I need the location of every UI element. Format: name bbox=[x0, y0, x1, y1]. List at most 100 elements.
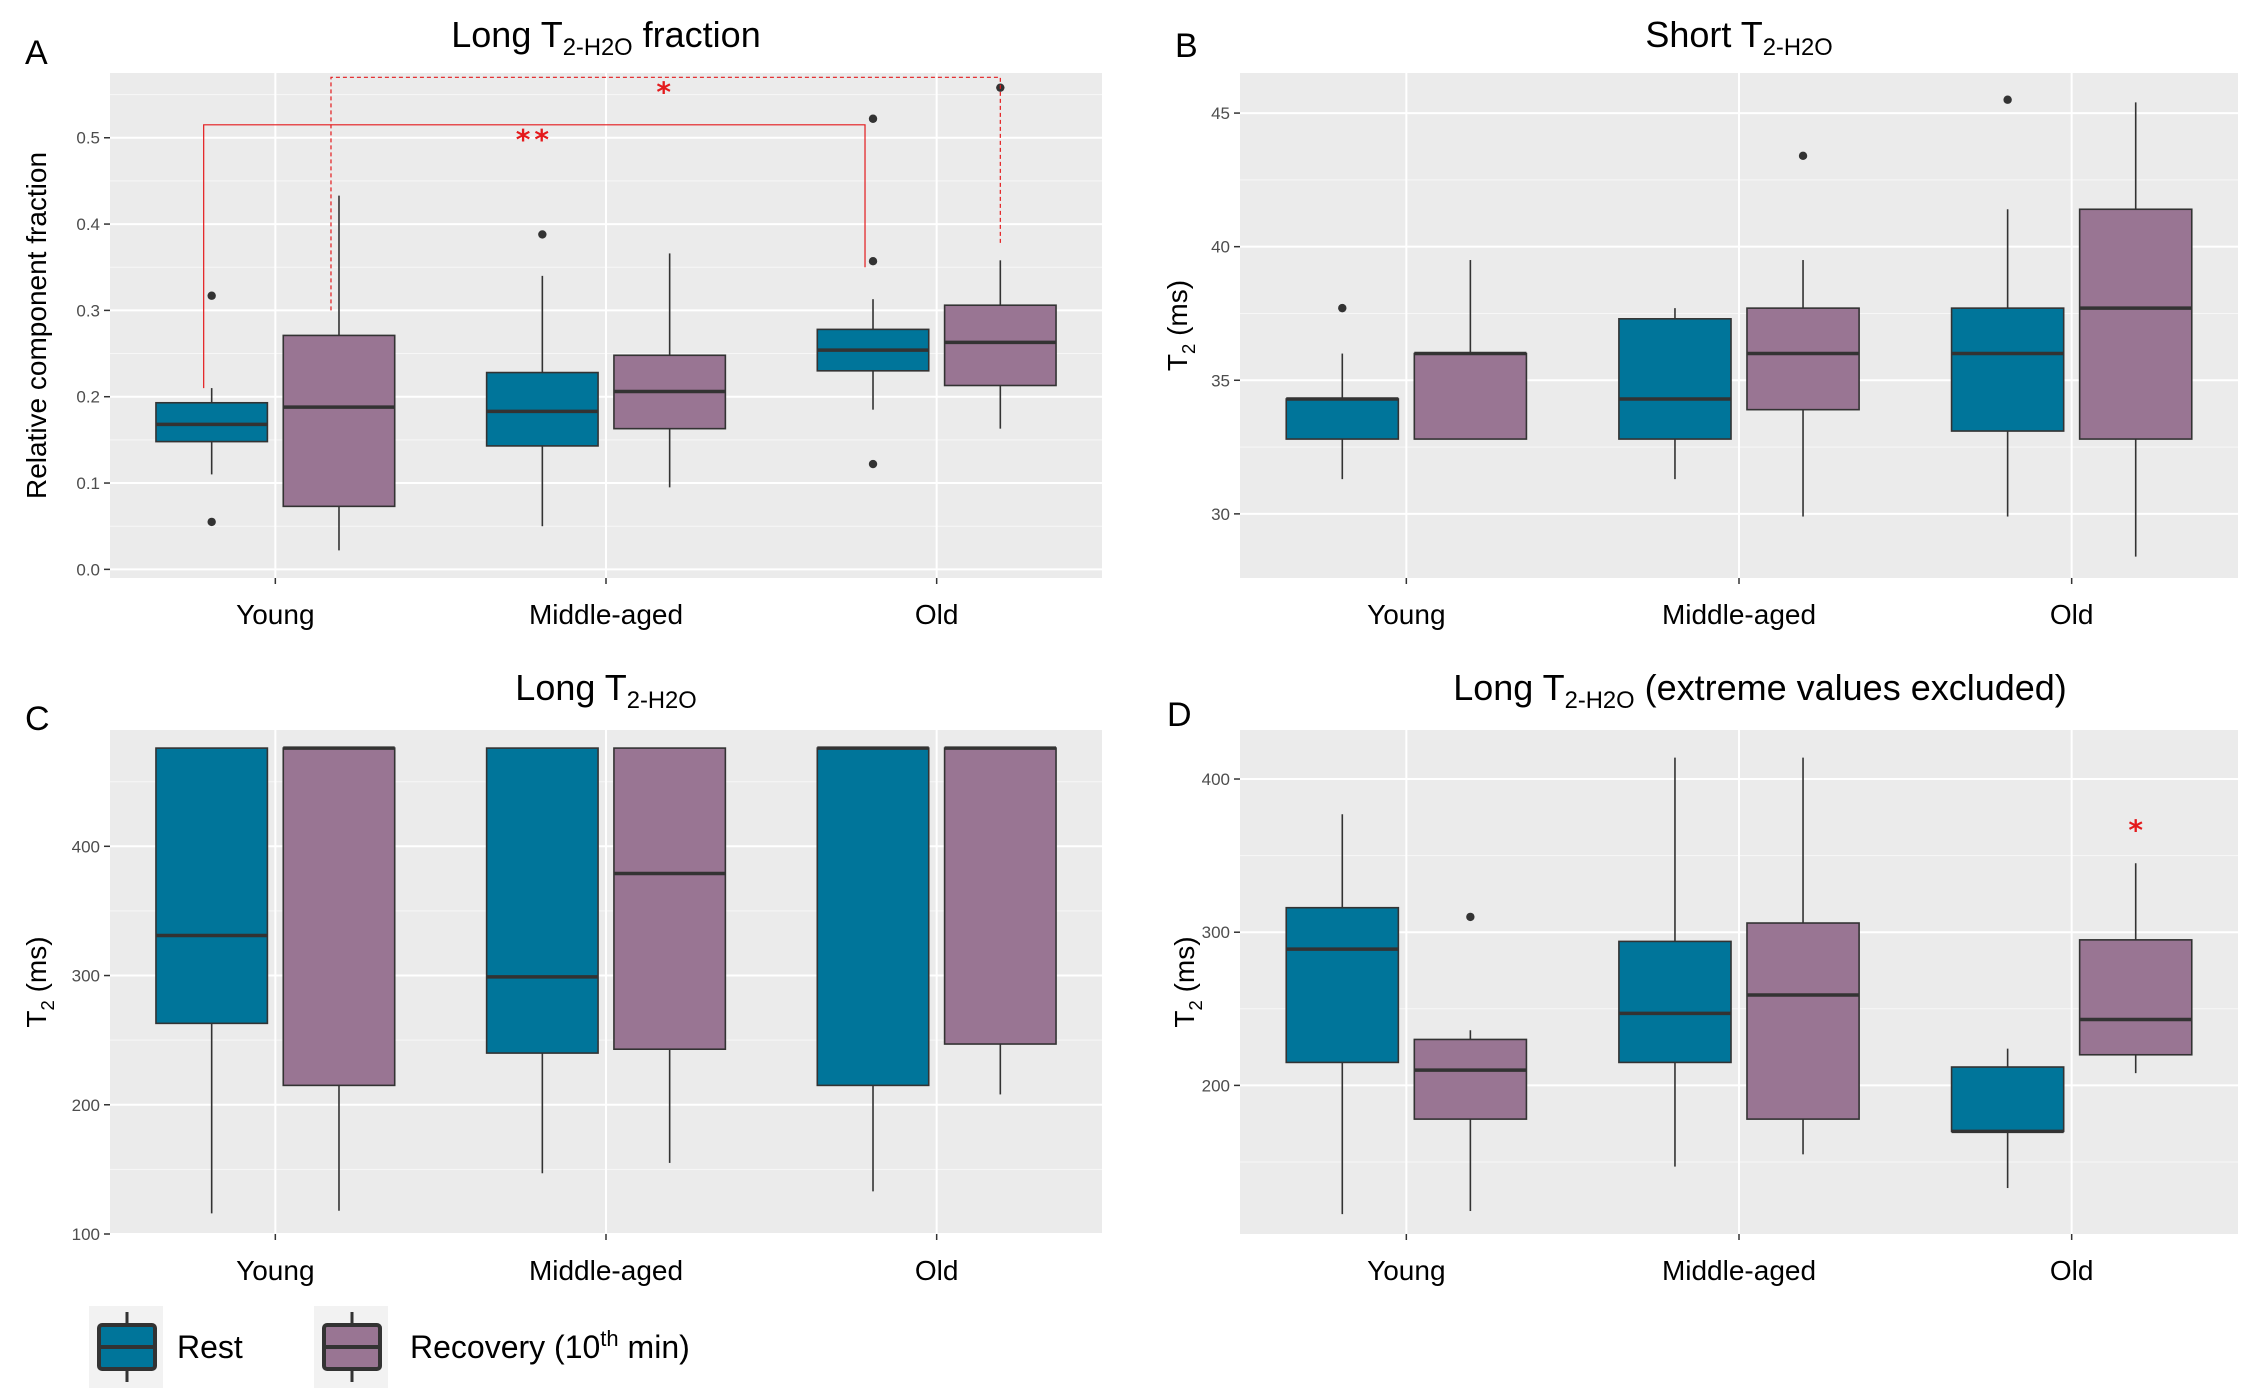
outlier-point bbox=[207, 517, 216, 527]
box-rest-old bbox=[816, 114, 930, 469]
box-recovery-middle-aged bbox=[1746, 757, 1860, 1155]
legend-label-rest: Rest bbox=[177, 1329, 243, 1365]
y-tick-label: 300 bbox=[72, 967, 100, 986]
box-recovery-young bbox=[282, 746, 396, 1211]
panel-title-main: Short T bbox=[1645, 14, 1762, 55]
box-rest-middle-aged bbox=[485, 230, 599, 527]
y-axis-label: T2 (ms) bbox=[21, 936, 58, 1027]
y-axis-label: Relative component fraction bbox=[21, 152, 52, 499]
box-recovery-middle-aged bbox=[613, 747, 727, 1163]
box-recovery-young bbox=[1413, 260, 1528, 440]
box-body bbox=[1950, 307, 2065, 432]
outlier-point bbox=[2003, 95, 2012, 104]
outlier-point bbox=[1466, 912, 1475, 922]
box-rest-middle-aged bbox=[1618, 308, 1732, 480]
x-tick-label: Middle-aged bbox=[529, 1255, 683, 1286]
outlier-point bbox=[207, 291, 216, 300]
y-axis-label-main: T bbox=[1162, 354, 1193, 371]
y-tick-label: 0.3 bbox=[76, 301, 100, 320]
box-body bbox=[2078, 208, 2193, 440]
legend: Rest Recovery (10th min) bbox=[89, 1306, 690, 1388]
y-axis-label-main: T bbox=[21, 1010, 52, 1027]
box-body bbox=[1746, 307, 1860, 411]
box-rest-old bbox=[1950, 1048, 2065, 1189]
box-body bbox=[1285, 398, 1400, 440]
panel-d: 200 300 400 Young Middle-aged Old * Long T2-H2O… bbox=[1167, 667, 2238, 1286]
x-tick-label: Middle-aged bbox=[529, 599, 683, 630]
panel-title-main: Long T bbox=[1453, 667, 1564, 708]
box-body bbox=[613, 747, 727, 1050]
y-tick-label: 45 bbox=[1211, 104, 1230, 123]
x-tick-label: Old bbox=[915, 599, 959, 630]
x-tick-label: Old bbox=[915, 1255, 959, 1286]
panel-c: 100 200 300 400 Young Middle-aged Old Long T2-H… bbox=[21, 667, 1102, 1286]
box-body bbox=[1285, 906, 1400, 1064]
panel-title-suffix: fraction bbox=[633, 14, 761, 55]
box-body bbox=[1413, 1038, 1528, 1120]
panel-letter: D bbox=[1167, 696, 1192, 734]
x-tick-label: Young bbox=[236, 1255, 314, 1286]
y-tick-label: 400 bbox=[72, 837, 100, 856]
significance-bracket bbox=[203, 124, 866, 389]
x-tick-label: Young bbox=[236, 599, 314, 630]
y-tick-label: 0.1 bbox=[76, 474, 100, 493]
y-axis-label-subscript: 2 bbox=[1178, 344, 1199, 354]
y-axis-label: T2 (ms) bbox=[1169, 936, 1206, 1027]
box-rest-old bbox=[1950, 95, 2065, 517]
box-rest-middle-aged bbox=[485, 747, 599, 1174]
significance-label: ** bbox=[516, 123, 553, 156]
significance-label: * bbox=[656, 75, 675, 108]
outlier-point bbox=[868, 114, 878, 123]
panel-title-main: Long T bbox=[451, 14, 562, 55]
panel-title-subscript: 2-H2O bbox=[1763, 34, 1833, 61]
box-body bbox=[816, 747, 930, 1087]
box-recovery-old bbox=[2078, 102, 2193, 557]
y-tick-label: 0.2 bbox=[76, 388, 100, 407]
x-tick-label: Middle-aged bbox=[1662, 1255, 1816, 1286]
legend-label-recovery: Recovery (10th min) bbox=[410, 1326, 690, 1365]
box-recovery-old bbox=[2078, 863, 2193, 1074]
panel-title: Short T2-H2O bbox=[1645, 14, 1832, 61]
significance-bracket bbox=[330, 76, 1001, 311]
outlier-point bbox=[1798, 151, 1808, 161]
box-rest-middle-aged bbox=[1618, 757, 1732, 1167]
y-tick-label: 35 bbox=[1211, 371, 1230, 390]
box-body bbox=[485, 371, 599, 447]
box-recovery-young bbox=[282, 195, 396, 551]
y-tick-label: 30 bbox=[1211, 505, 1230, 524]
y-axis-label-subscript: 2 bbox=[1185, 1000, 1206, 1010]
box-body bbox=[1413, 352, 1528, 440]
x-tick-label: Young bbox=[1367, 1255, 1445, 1286]
box-body bbox=[282, 334, 396, 508]
box-rest-old bbox=[816, 746, 930, 1192]
box-recovery-old bbox=[943, 746, 1057, 1095]
panel-title: Long T2-H2O fraction bbox=[451, 14, 760, 61]
y-tick-label: 0.5 bbox=[76, 129, 100, 148]
x-tick-label: Young bbox=[1367, 599, 1445, 630]
box-body bbox=[943, 747, 1057, 1045]
box-body bbox=[1618, 940, 1732, 1064]
box-recovery-young bbox=[1413, 912, 1528, 1212]
box-body bbox=[155, 747, 269, 1025]
x-tick-label: Middle-aged bbox=[1662, 599, 1816, 630]
x-tick-label: Old bbox=[2050, 599, 2094, 630]
y-tick-label: 300 bbox=[1202, 923, 1230, 942]
y-tick-label: 100 bbox=[72, 1225, 100, 1244]
y-tick-label: 0.4 bbox=[76, 215, 100, 234]
significance-annotation: * bbox=[330, 75, 1001, 311]
box-body bbox=[2078, 939, 2193, 1056]
y-tick-label: 0.0 bbox=[76, 560, 100, 579]
box-rest-young bbox=[155, 291, 269, 527]
y-axis-label: T2 (ms) bbox=[1162, 280, 1199, 371]
panel-title: Long T2-H2O (extreme values excluded) bbox=[1453, 667, 2067, 714]
box-body bbox=[1950, 1066, 2065, 1133]
outlier-point bbox=[868, 459, 878, 469]
legend-item-recovery: Recovery (10th min) bbox=[314, 1306, 690, 1388]
panel-title-main: Long T bbox=[515, 667, 626, 708]
panel-title-subscript: 2-H2O bbox=[1565, 687, 1635, 714]
y-axis-label-main: T bbox=[1169, 1010, 1200, 1027]
y-tick-label: 400 bbox=[1202, 770, 1230, 789]
box-body bbox=[943, 304, 1057, 387]
